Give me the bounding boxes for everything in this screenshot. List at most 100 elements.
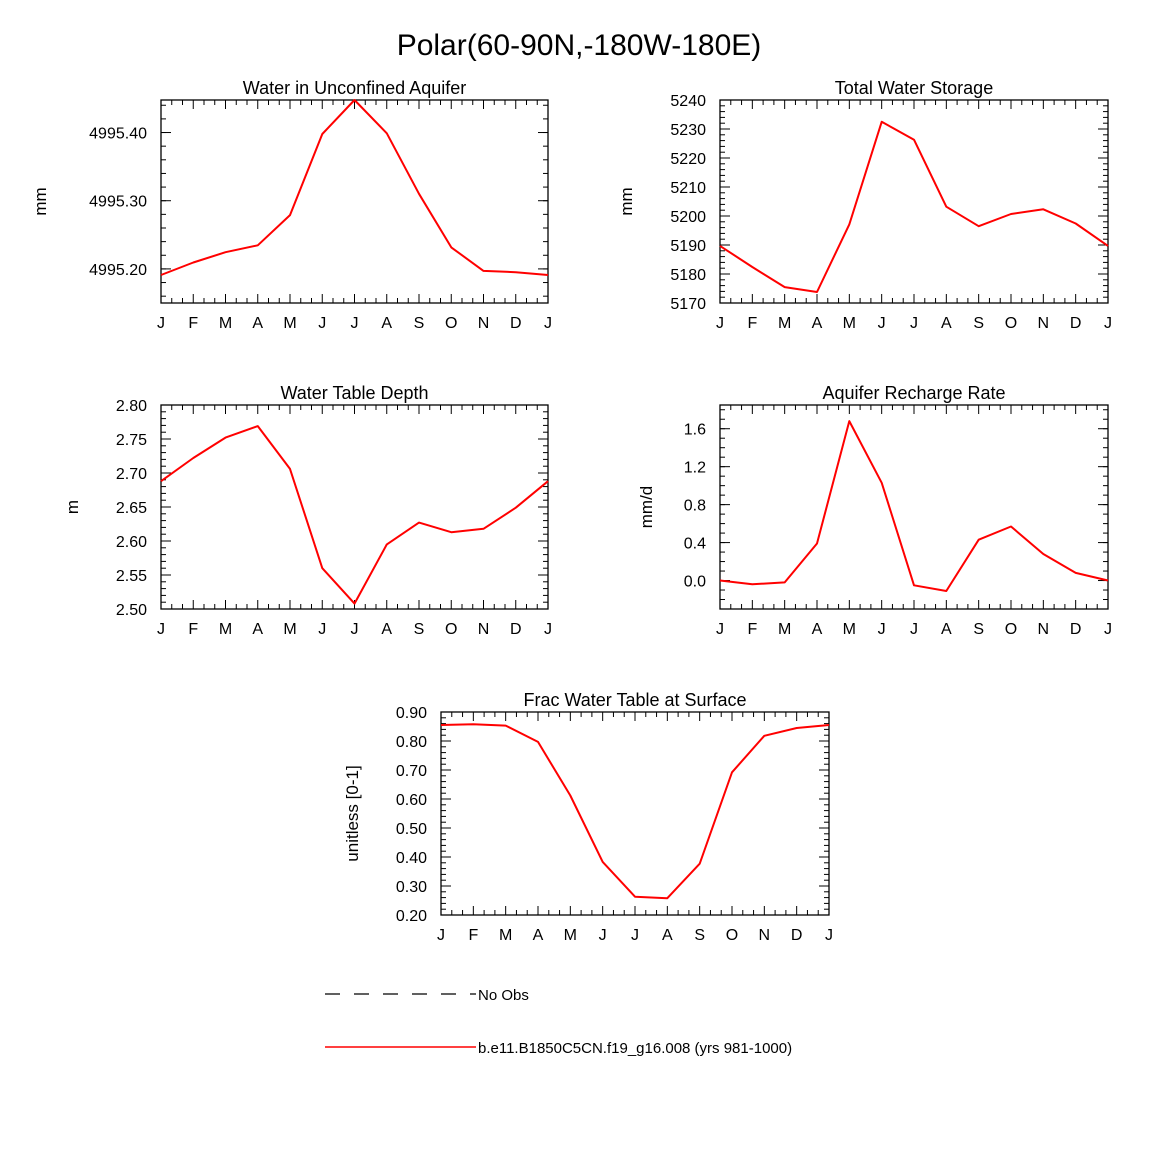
series-line: [160, 425, 549, 605]
x-tick-label: A: [381, 315, 392, 332]
y-tick-label: 2.80: [116, 398, 147, 415]
panel-total-water-storage: J F M A M J J A S O N D J 5170 5180 5190 5200 5210 5220 523…: [617, 78, 1112, 332]
x-tick-label: J: [910, 621, 918, 638]
y-tick-label: 2.55: [116, 568, 147, 585]
x-tick-label: M: [778, 621, 791, 638]
x-tick-label: N: [1038, 315, 1050, 332]
x-tick-label: A: [252, 315, 263, 332]
x-tick-label: F: [747, 315, 757, 332]
plot-frame: [160, 404, 549, 610]
x-tick-label: D: [1070, 621, 1082, 638]
panel-title: Total Water Storage: [835, 78, 993, 98]
panel-title: Frac Water Table at Surface: [523, 690, 746, 710]
y-tick-label: 4995.30: [89, 194, 147, 211]
y-tick-label: 5190: [670, 238, 706, 255]
y-tick-label: 2.50: [116, 602, 147, 619]
x-tick-label: N: [478, 315, 490, 332]
y-axis-label: mm: [31, 187, 50, 215]
y-tick-label: 2.60: [116, 534, 147, 551]
series-line: [719, 120, 1109, 293]
x-tick-label: A: [812, 621, 823, 638]
x-tick-label: J: [437, 927, 445, 944]
x-tick-label: M: [564, 927, 577, 944]
x-tick-label: J: [878, 621, 886, 638]
x-tick-label: N: [1038, 621, 1050, 638]
legend-model-label: b.e11.B1850C5CN.f19_g16.008 (yrs 981-100…: [478, 1040, 792, 1057]
x-tick-label: D: [1070, 315, 1082, 332]
y-tick-label: 4995.40: [89, 126, 147, 143]
x-tick-label: S: [973, 621, 984, 638]
x-tick-label: J: [878, 315, 886, 332]
y-axis-label: mm/d: [637, 486, 656, 529]
panel-water-table-depth: J F M A M J J A S O N D J 2.50 2.55 2.60 2.65 2.70 2.75 2.8…: [63, 383, 552, 638]
x-tick-label: J: [318, 315, 326, 332]
x-tick-label: S: [694, 927, 705, 944]
x-tick-label: O: [445, 315, 457, 332]
y-tick-label: 1.2: [684, 460, 706, 477]
x-tick-label: N: [759, 927, 771, 944]
y-tick-label: 0.70: [396, 763, 427, 780]
x-tick-label: O: [1005, 621, 1017, 638]
y-tick-label: 5210: [670, 180, 706, 197]
series-line: [440, 723, 830, 900]
x-tick-label: M: [778, 315, 791, 332]
panel-title: Water in Unconfined Aquifer: [243, 78, 466, 98]
x-tick-label: J: [716, 621, 724, 638]
x-tick-label: J: [351, 621, 359, 638]
x-tick-label: A: [252, 621, 263, 638]
x-tick-label: J: [631, 927, 639, 944]
x-tick-label: J: [910, 315, 918, 332]
x-tick-label: J: [1104, 621, 1112, 638]
y-axis-label: m: [63, 500, 82, 514]
x-tick-label: J: [157, 621, 165, 638]
x-tick-label: M: [219, 621, 232, 638]
y-tick-label: 5230: [670, 122, 706, 139]
panel-title: Aquifer Recharge Rate: [822, 383, 1005, 403]
x-tick-label: A: [662, 927, 673, 944]
y-tick-label: 4995.20: [89, 262, 147, 279]
legend-obs-label: No Obs: [478, 987, 529, 1004]
x-tick-label: J: [825, 927, 833, 944]
y-tick-label: 5170: [670, 296, 706, 313]
x-tick-label: J: [351, 315, 359, 332]
y-tick-label: 5240: [670, 93, 706, 110]
y-tick-label: 0.4: [684, 536, 706, 553]
x-tick-label: M: [283, 315, 296, 332]
y-tick-label: 0.0: [684, 574, 706, 591]
x-tick-label: D: [791, 927, 803, 944]
x-tick-label: A: [533, 927, 544, 944]
y-axis-label: unitless [0-1]: [343, 765, 362, 861]
figure-title: Polar(60-90N,-180W-180E): [397, 29, 762, 62]
panel-water-in-unconfined-aquifer: J F M A M J J A S O N D J 4995.20 4995.30 4995.40 Water …: [31, 78, 552, 332]
panel-title: Water Table Depth: [280, 383, 428, 403]
y-tick-label: 2.65: [116, 500, 147, 517]
y-tick-label: 0.50: [396, 821, 427, 838]
y-tick-label: 0.40: [396, 850, 427, 867]
x-tick-label: J: [1104, 315, 1112, 332]
x-tick-label: A: [381, 621, 392, 638]
x-tick-label: A: [941, 315, 952, 332]
y-tick-label: 2.70: [116, 466, 147, 483]
x-tick-label: J: [544, 621, 552, 638]
x-tick-label: A: [941, 621, 952, 638]
plot-frame: [160, 99, 549, 304]
series-line: [719, 420, 1109, 592]
plot-frame: [719, 99, 1109, 304]
y-tick-label: 2.75: [116, 432, 147, 449]
x-tick-label: F: [747, 621, 757, 638]
y-tick-label: 5220: [670, 151, 706, 168]
y-axis-label: mm: [617, 187, 636, 215]
plot-frame: [719, 404, 1109, 610]
y-tick-label: 5200: [670, 209, 706, 226]
x-tick-label: N: [478, 621, 490, 638]
x-tick-label: M: [843, 315, 856, 332]
x-tick-label: S: [414, 315, 425, 332]
series-line: [160, 99, 549, 276]
y-tick-label: 0.60: [396, 792, 427, 809]
panel-aquifer-recharge-rate: J F M A M J J A S O N D J 0.0 0.4 0.8 1.2 1.6 Aquifer Rech…: [637, 383, 1112, 638]
y-tick-label: 1.6: [684, 422, 706, 439]
legend: No Obs b.e11.B1850C5CN.f19_g16.008 (yrs …: [325, 987, 792, 1057]
y-tick-label: 0.90: [396, 705, 427, 722]
x-tick-label: J: [157, 315, 165, 332]
